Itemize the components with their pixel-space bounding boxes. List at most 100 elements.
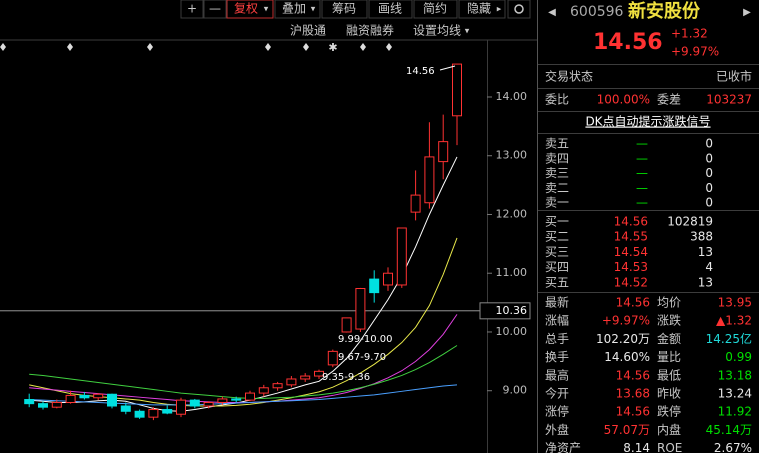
stat-label: 涨跌 <box>657 313 681 328</box>
stat-label: 内盘 <box>657 422 681 437</box>
ask-price: — <box>636 151 648 165</box>
button[interactable] <box>226 0 274 19</box>
button[interactable] <box>180 0 204 19</box>
candle-body <box>93 393 104 399</box>
ask-volume: 0 <box>705 151 713 165</box>
marker[interactable] <box>67 43 73 51</box>
stat-value: 13.68 <box>616 387 650 401</box>
dropdown-arrow: ▾ <box>264 5 269 15</box>
candle-body <box>189 399 200 407</box>
button-label[interactable]: 简约 <box>423 1 447 16</box>
stat-value: 57.07万 <box>604 423 650 437</box>
button[interactable] <box>203 0 227 19</box>
y-tick-label: 14.00 <box>496 90 528 103</box>
dropdown-arrow: ▾ <box>311 5 316 15</box>
prev-button[interactable]: ◀ <box>548 7 556 18</box>
candle-body <box>369 278 380 294</box>
candle-body <box>258 387 269 394</box>
candle-body <box>203 401 214 407</box>
marker[interactable] <box>386 43 392 51</box>
bid-volume: 13 <box>698 275 713 289</box>
button-label[interactable]: 筹码 <box>332 2 356 16</box>
toolbar: + — 复权 ▾ 叠加 ▾ 筹码 画线 简约 隐藏 ▸ 沪股通 融资融券 设置均… <box>0 0 537 41</box>
stat-value: 14.56 <box>616 296 650 310</box>
button[interactable] <box>274 0 321 19</box>
bid-label: 买一 <box>545 215 569 229</box>
tab[interactable]: 设置均线 <box>413 24 461 38</box>
ask-label: 卖四 <box>545 151 569 165</box>
stat-value: +9.97% <box>602 314 650 328</box>
marker[interactable]: ✱ <box>328 41 337 54</box>
ask-price: — <box>636 196 648 210</box>
button-label[interactable]: 叠加 <box>282 2 306 16</box>
candle-body <box>38 403 48 408</box>
annotation: 9.99-10.00 <box>338 334 393 345</box>
candle-body <box>383 272 393 286</box>
signal-link[interactable]: DK点自动提示涨跌信号 <box>585 114 710 129</box>
bid-volume: 4 <box>705 260 713 274</box>
settings-icon <box>514 4 524 14</box>
annotation-arrow <box>439 65 456 71</box>
stat-label: 最高 <box>545 367 569 382</box>
button[interactable] <box>458 0 506 19</box>
stat-value: 14.56 <box>616 368 650 382</box>
marker[interactable] <box>0 43 6 51</box>
ask-volume: 0 <box>705 137 713 151</box>
candle-body <box>452 63 462 117</box>
candle-body <box>120 405 131 412</box>
stat-label: 涨幅 <box>545 313 569 328</box>
stock-name: 新安股份 <box>628 0 701 22</box>
moving-average <box>29 237 458 407</box>
y-tick-label: 9.00 <box>503 384 528 397</box>
button[interactable] <box>321 0 368 19</box>
stat-label: 金额 <box>657 331 681 346</box>
value: 已收市 <box>716 69 752 84</box>
stat-value: 14.60% <box>604 350 650 364</box>
button[interactable] <box>413 0 458 19</box>
candle-body <box>300 375 311 380</box>
next-button[interactable]: ▶ <box>743 7 751 18</box>
marker[interactable] <box>303 43 309 51</box>
stat-value: 13.18 <box>718 368 752 382</box>
stat-value: 2.67% <box>714 441 752 453</box>
candle-body <box>327 350 338 366</box>
settings-button[interactable] <box>507 0 531 19</box>
candle-body <box>231 398 242 401</box>
stat-label: 涨停 <box>545 404 569 419</box>
expand-arrow: ▸ <box>497 5 502 15</box>
bid-label: 买五 <box>545 275 569 289</box>
stat-value: ▲1.32 <box>716 314 752 328</box>
label: 交易状态 <box>545 69 593 84</box>
button-label[interactable]: 复权 <box>234 2 258 16</box>
candle-body <box>410 194 421 213</box>
button-label[interactable]: + <box>187 2 197 16</box>
value: 100.00% <box>597 93 650 107</box>
ask-label: 卖二 <box>545 181 569 195</box>
button[interactable] <box>368 0 413 19</box>
bid-price: 14.52 <box>614 275 648 289</box>
stat-label: 昨收 <box>657 387 681 401</box>
button-label[interactable]: — <box>209 2 221 16</box>
bid-volume: 102819 <box>667 215 713 229</box>
marker[interactable] <box>265 43 271 51</box>
stat-value: 14.25亿 <box>706 331 752 346</box>
tab[interactable]: 融资融券 <box>346 23 394 38</box>
candle-body <box>162 409 173 414</box>
button-label[interactable]: 画线 <box>378 2 402 16</box>
candle-body <box>314 370 324 377</box>
current-price-label: 10.36 <box>496 304 528 317</box>
tab[interactable]: 沪股通 <box>290 24 326 38</box>
candle-body <box>79 394 90 399</box>
marker[interactable] <box>147 43 153 51</box>
stat-value: 14.56 <box>616 405 650 419</box>
bid-volume: 13 <box>698 245 713 259</box>
ask-label: 卖三 <box>545 166 569 180</box>
label: 委差 <box>657 93 681 107</box>
candle-body <box>51 401 62 408</box>
button-label[interactable]: 隐藏 <box>467 2 491 16</box>
marker[interactable] <box>360 43 366 51</box>
bid-label: 买二 <box>545 230 569 244</box>
y-tick-label: 10.00 <box>496 325 528 338</box>
ask-price: — <box>636 181 648 195</box>
bid-price: 14.56 <box>614 215 648 229</box>
